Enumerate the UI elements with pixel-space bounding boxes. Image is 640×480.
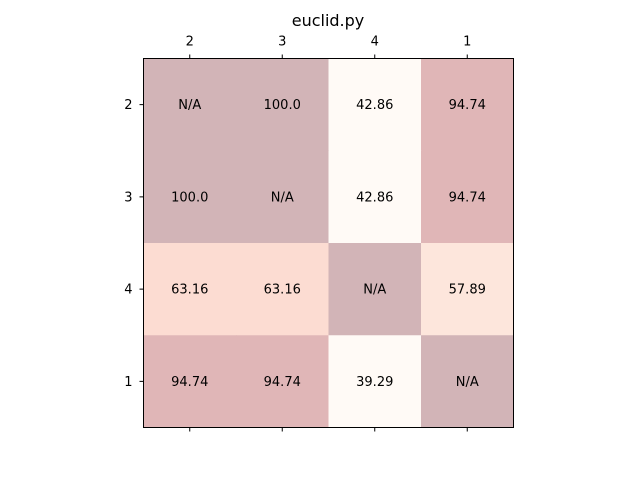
cell-value-label: 94.74	[449, 98, 486, 113]
y-tick-label: 1	[124, 375, 132, 390]
cell-value-label: N/A	[363, 283, 386, 298]
heatmap-cell	[236, 58, 329, 152]
heatmap-cell	[143, 243, 237, 336]
cell-value-label: N/A	[178, 98, 201, 113]
heatmap-cell	[236, 243, 329, 336]
chart-title: euclid.py	[292, 11, 365, 30]
cell-value-label: 63.16	[264, 283, 301, 298]
heatmap-cell	[236, 150, 329, 244]
cell-value-label: 94.74	[449, 190, 486, 205]
cell-value-label: 42.86	[356, 190, 393, 205]
cell-value-label: 100.0	[171, 190, 208, 205]
heatmap-cell	[143, 58, 237, 152]
heatmap-cell	[421, 243, 514, 336]
cell-value-label: 42.86	[356, 98, 393, 113]
x-tick-label: 4	[371, 35, 379, 50]
cell-value-label: 94.74	[264, 375, 301, 390]
plot-frame	[143, 58, 514, 428]
heatmap-cell	[143, 335, 237, 428]
heatmap-cell	[143, 150, 237, 244]
y-tick-label: 2	[124, 98, 132, 113]
heatmap-cells: N/A 100.0 42.86 94.74 100.0 N/A 42.86 94.74 63.1…	[143, 58, 514, 428]
cell-value-label: 57.89	[449, 283, 486, 298]
heatmap-cell	[421, 335, 514, 428]
heatmap-cell	[328, 243, 422, 336]
heatmap-cell	[421, 58, 514, 152]
x-tick-label: 1	[463, 35, 471, 50]
cell-value-label: 39.29	[356, 375, 393, 390]
heatmap-cell	[328, 335, 422, 428]
cell-value-label: N/A	[456, 375, 479, 390]
y-tick-label: 4	[124, 283, 132, 298]
cell-value-label: 94.74	[171, 375, 208, 390]
heatmap-cell	[236, 335, 329, 428]
heatmap-cell	[328, 150, 422, 244]
y-tick-label: 3	[124, 190, 132, 205]
heatmap-cell	[421, 150, 514, 244]
cell-value-label: N/A	[271, 190, 294, 205]
cell-value-label: 100.0	[264, 98, 301, 113]
x-tick-label: 3	[278, 35, 286, 50]
heatmap-cell	[328, 58, 422, 152]
x-tick-label: 2	[186, 35, 194, 50]
cell-value-label: 63.16	[171, 283, 208, 298]
axis-ticks: 2 3 4 1 2 3 4 1	[124, 35, 471, 432]
